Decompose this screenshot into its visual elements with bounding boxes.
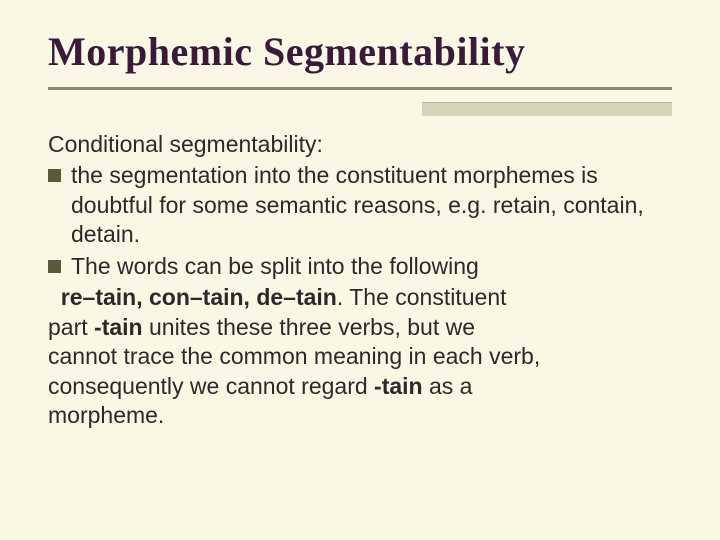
- text-run-4a: consequently we cannot regard: [48, 373, 374, 399]
- continuation-line-5: morpheme.: [48, 401, 672, 430]
- title-block: Morphemic Segmentability: [48, 28, 672, 90]
- bullet-text-2: The words can be split into the followin…: [71, 252, 672, 281]
- text-run-1b: . The constituent: [337, 284, 507, 310]
- slide-body: Conditional segmentability: the segmenta…: [48, 130, 672, 430]
- tab-accent: [422, 102, 672, 116]
- square-bullet-icon: [48, 169, 61, 182]
- text-run-2a: part: [48, 314, 94, 340]
- continuation-line-2: part -tain unites these three verbs, but…: [48, 313, 672, 342]
- bold-run-2: -tain: [94, 314, 143, 340]
- slide: Morphemic Segmentability Conditional seg…: [0, 0, 720, 540]
- bullet-text-1: the segmentation into the constituent mo…: [71, 161, 672, 249]
- title-underline: [48, 87, 672, 90]
- continuation-line-4: consequently we cannot regard -tain as a: [48, 372, 672, 401]
- text-run-2b: unites these three verbs, but we: [143, 314, 475, 340]
- bold-run-1: re–tain, con–tain, de–tain: [61, 284, 337, 310]
- bullet-item-1: the segmentation into the constituent mo…: [48, 161, 672, 249]
- square-bullet-icon: [48, 260, 61, 273]
- continuation-line-1: re–tain, con–tain, de–tain. The constitu…: [48, 283, 672, 312]
- text-run-4b: as a: [423, 373, 473, 399]
- continuation-line-3: cannot trace the common meaning in each …: [48, 342, 672, 371]
- slide-title: Morphemic Segmentability: [48, 28, 672, 75]
- bold-run-4: -tain: [374, 373, 423, 399]
- bullet-item-2: The words can be split into the followin…: [48, 252, 672, 281]
- lead-text: Conditional segmentability:: [48, 130, 672, 159]
